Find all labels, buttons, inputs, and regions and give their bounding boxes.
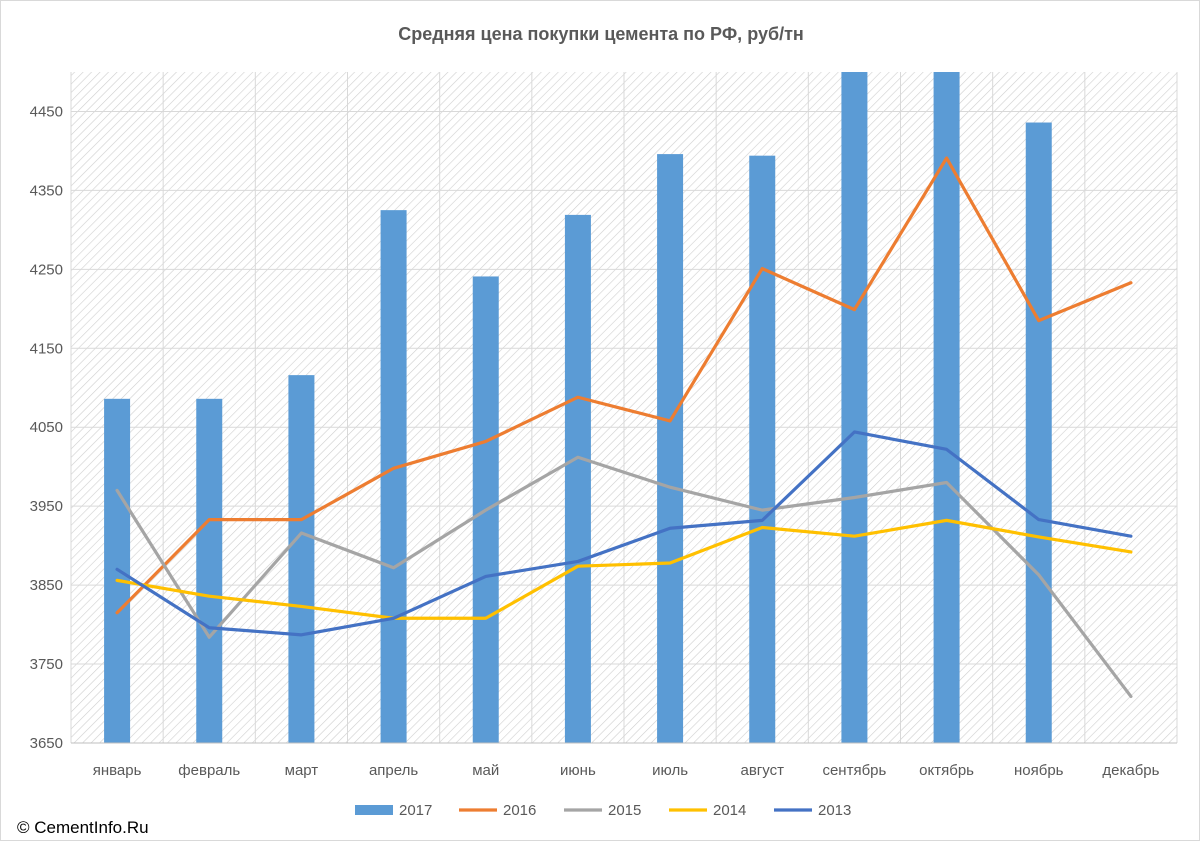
bar-series — [104, 72, 1052, 744]
bar-2017 — [749, 155, 776, 744]
bar-2017 — [288, 375, 315, 743]
line-2016 — [115, 156, 1133, 615]
bar-2017 — [1025, 122, 1052, 744]
y-tick-label: 4450 — [30, 103, 63, 120]
legend: 2017 2016 2015 2014 2013 — [355, 802, 851, 819]
x-tick-label: декабрь — [1102, 762, 1159, 779]
chart-title: Средняя цена покупки цемента по РФ, руб/… — [398, 24, 804, 44]
legend-label-2017: 2017 — [399, 802, 432, 819]
x-tick-label: февраль — [178, 762, 240, 779]
y-tick-label: 4250 — [30, 261, 63, 278]
x-tick-label: октябрь — [919, 762, 974, 779]
legend-label-2014: 2014 — [713, 802, 746, 819]
bar-2017 — [841, 72, 868, 743]
x-tick-label: июль — [652, 762, 688, 779]
x-tick-label: сентябрь — [822, 762, 886, 779]
x-tick-label: март — [285, 762, 319, 779]
y-tick-label: 3850 — [30, 577, 63, 594]
line-2014 — [115, 518, 1133, 620]
x-tick-label: май — [472, 762, 499, 779]
legend-label-2015: 2015 — [608, 802, 641, 819]
legend-swatch-2017 — [355, 805, 393, 815]
copyright-text: © CementInfo.Ru — [17, 818, 149, 837]
axes: 3650 3750 3850 3950 4050 4150 4250 4350 4450 янва… — [30, 103, 1177, 779]
x-tick-label: июнь — [560, 762, 596, 779]
bar-2017 — [196, 398, 223, 743]
line-2015 — [115, 455, 1133, 699]
y-tick-label: 3950 — [30, 498, 63, 515]
legend-label-2013: 2013 — [818, 802, 851, 819]
y-tick-label: 4050 — [30, 419, 63, 436]
line-series — [115, 156, 1133, 699]
x-tick-label: январь — [93, 762, 142, 779]
y-tick-label: 3750 — [30, 656, 63, 673]
bar-2017 — [564, 214, 591, 743]
x-tick-label: ноябрь — [1014, 762, 1064, 779]
line-2013 — [115, 430, 1133, 637]
bar-2017 — [933, 72, 960, 743]
bar-2017 — [657, 154, 684, 743]
bar-2017 — [380, 210, 407, 743]
y-tick-label: 3650 — [30, 735, 63, 752]
x-tick-label: август — [741, 762, 785, 779]
x-tick-label: апрель — [369, 762, 418, 779]
y-tick-label: 4150 — [30, 340, 63, 357]
y-tick-label: 4350 — [30, 182, 63, 199]
legend-label-2016: 2016 — [503, 802, 536, 819]
